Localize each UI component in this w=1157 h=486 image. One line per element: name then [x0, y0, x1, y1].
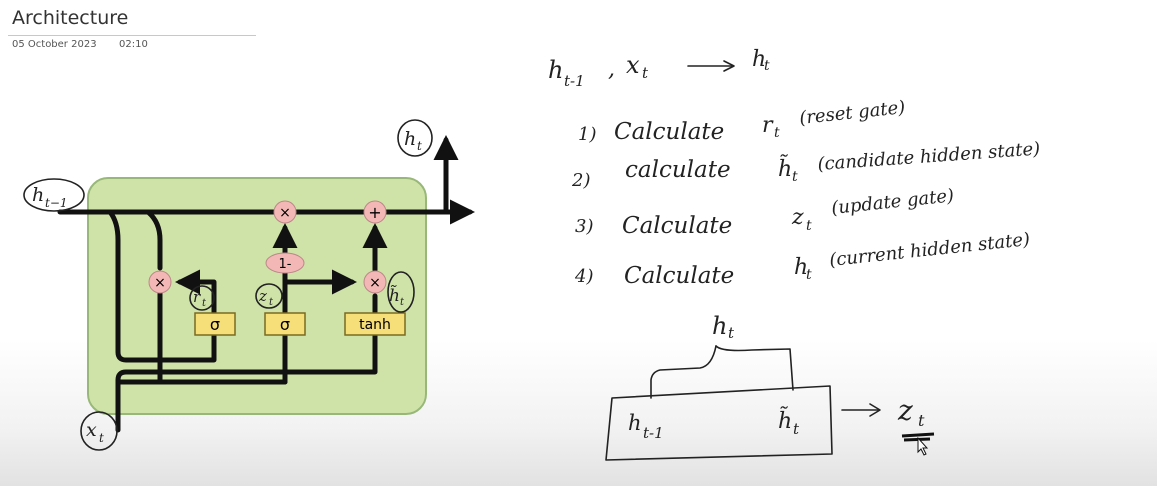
- brace-right: [715, 345, 794, 391]
- concat-box: [605, 385, 833, 461]
- notes-step-3: 3) Calculate z t (update gate): [575, 185, 955, 239]
- mouse-cursor: [917, 436, 929, 456]
- svg-text:Calculate: Calculate: [614, 119, 724, 145]
- brace-left: [650, 345, 717, 399]
- op-mul-top-label: ×: [279, 205, 291, 221]
- op-mul-top: ×: [273, 200, 297, 224]
- svg-text:t: t: [918, 411, 925, 430]
- svg-text:Calculate: Calculate: [622, 213, 732, 239]
- label-h-prev: h t−1: [23, 178, 85, 212]
- concat-sketch: h t h t-1 h̃ t z t: [605, 312, 935, 461]
- svg-text:t-1: t-1: [643, 424, 664, 442]
- svg-text:calculate: calculate: [625, 157, 731, 183]
- gru-wires: [57, 135, 475, 433]
- underline-mark: [901, 432, 935, 442]
- notes-step-2: 2) calculate h̃ t (candidate hidden stat…: [571, 138, 1041, 191]
- r-gate-output: [175, 269, 217, 316]
- svg-text:t: t: [806, 267, 812, 283]
- svg-text:3): 3): [575, 216, 593, 237]
- svg-text:x: x: [626, 51, 640, 79]
- page-title: Architecture: [12, 7, 129, 29]
- h-prev-branch: [107, 209, 217, 363]
- svg-text:t: t: [764, 58, 770, 74]
- svg-text:t−1: t−1: [45, 196, 68, 210]
- svg-text:Calculate: Calculate: [624, 263, 734, 289]
- label-x-in: x t: [80, 411, 118, 451]
- svg-text:h̃: h̃: [778, 407, 792, 434]
- gru-cell-box: [87, 177, 427, 415]
- op-mul-update: ×: [363, 270, 387, 294]
- svg-text:t: t: [417, 139, 422, 153]
- op-mul-update-label: ×: [369, 275, 381, 291]
- svg-text:t: t: [774, 125, 780, 141]
- label-h-tilde: h̃ t: [387, 271, 415, 313]
- sigma-reset-label: σ: [210, 315, 220, 334]
- svg-text:z: z: [897, 394, 913, 427]
- svg-text:(candidate hidden state): (candidate hidden state): [817, 138, 1041, 175]
- svg-text:z: z: [258, 287, 267, 305]
- svg-text:t: t: [806, 218, 812, 234]
- svg-text:(current hidden state): (current hidden state): [828, 229, 1031, 271]
- sigma-reset-gate: σ: [194, 312, 236, 336]
- label-h-out: h t: [397, 119, 433, 157]
- svg-text:t: t: [269, 297, 274, 308]
- title-divider: [8, 35, 256, 36]
- svg-text:h: h: [548, 56, 563, 84]
- svg-text:h: h: [712, 312, 727, 340]
- svg-text:1): 1): [578, 124, 596, 145]
- label-z: z t: [255, 283, 283, 309]
- svg-text:h: h: [404, 128, 416, 150]
- svg-text:t: t: [793, 420, 800, 438]
- op-mul-reset-label: ×: [154, 275, 166, 291]
- svg-text:,: ,: [608, 57, 615, 82]
- svg-text:t: t: [400, 297, 405, 308]
- svg-text:h: h: [628, 411, 642, 435]
- op-one-minus: 1-: [265, 252, 305, 274]
- svg-text:2): 2): [571, 170, 590, 191]
- page-time: 02:10: [119, 39, 148, 50]
- svg-text:x: x: [86, 419, 97, 441]
- svg-text:(reset gate): (reset gate): [798, 97, 906, 129]
- svg-text:t: t: [642, 64, 649, 82]
- notes-step-1: 1) Calculate r t (reset gate): [578, 97, 906, 145]
- svg-text:4): 4): [574, 266, 593, 287]
- svg-text:r: r: [193, 288, 201, 306]
- tanh-label: tanh: [359, 317, 391, 333]
- svg-text:t: t: [792, 169, 798, 185]
- svg-text:t: t: [99, 431, 104, 445]
- svg-text:t: t: [202, 298, 207, 309]
- svg-text:h: h: [794, 255, 808, 280]
- page-date: 05 October 2023: [12, 39, 97, 50]
- svg-text:(update gate): (update gate): [830, 185, 955, 219]
- notes-header: h t-1 , x t h t: [548, 47, 770, 90]
- svg-text:h̃: h̃: [778, 155, 792, 182]
- to-reset-mul: [145, 209, 163, 271]
- svg-text:h: h: [32, 184, 44, 206]
- svg-text:t-1: t-1: [564, 72, 585, 90]
- page-header: Architecture 05 October 2023 02:10: [0, 0, 260, 60]
- sigma-update-gate: σ: [264, 312, 306, 336]
- op-add: +: [363, 200, 387, 224]
- tanh-layer: tanh: [344, 312, 406, 336]
- label-r: r t: [189, 285, 215, 311]
- svg-text:t: t: [728, 324, 735, 342]
- sigma-update-label: σ: [280, 315, 290, 334]
- svg-text:r: r: [762, 113, 774, 138]
- svg-text:z: z: [791, 205, 804, 230]
- svg-text:h̃: h̃: [389, 285, 400, 306]
- op-mul-reset: ×: [148, 270, 172, 294]
- svg-text:h: h: [752, 47, 766, 72]
- op-one-minus-label: 1-: [279, 257, 292, 272]
- op-add-label: +: [368, 203, 381, 222]
